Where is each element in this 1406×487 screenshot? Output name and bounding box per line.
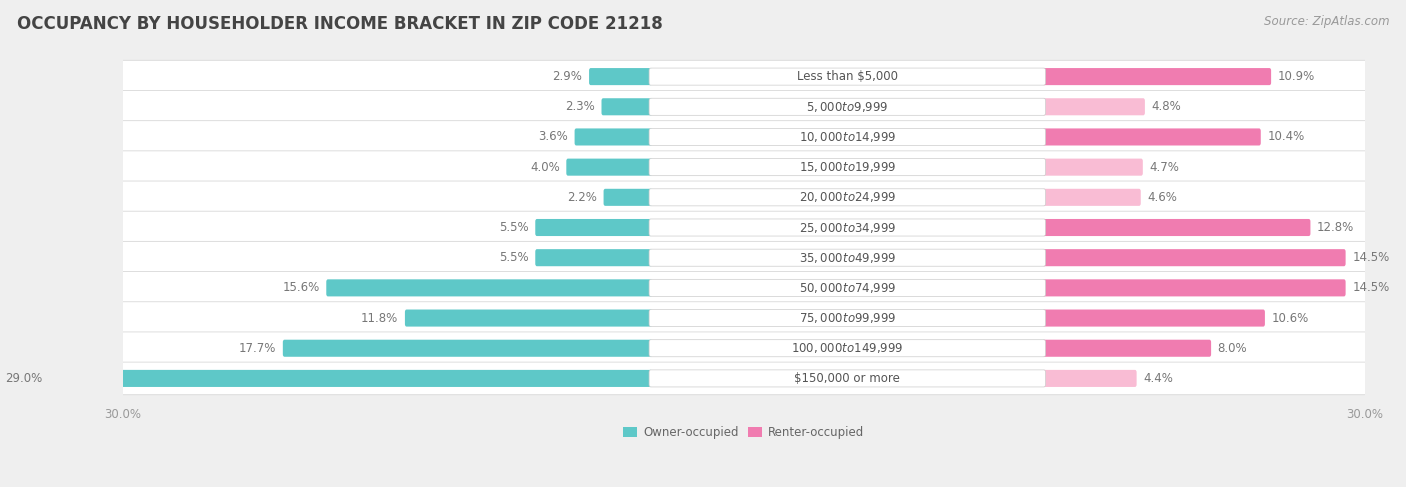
FancyBboxPatch shape xyxy=(603,189,652,206)
FancyBboxPatch shape xyxy=(1042,189,1140,206)
Text: Source: ZipAtlas.com: Source: ZipAtlas.com xyxy=(1264,15,1389,28)
Text: 10.4%: 10.4% xyxy=(1267,131,1305,144)
Text: $75,000 to $99,999: $75,000 to $99,999 xyxy=(799,311,896,325)
Text: 10.6%: 10.6% xyxy=(1271,312,1309,324)
Text: OCCUPANCY BY HOUSEHOLDER INCOME BRACKET IN ZIP CODE 21218: OCCUPANCY BY HOUSEHOLDER INCOME BRACKET … xyxy=(17,15,662,33)
FancyBboxPatch shape xyxy=(567,159,652,176)
FancyBboxPatch shape xyxy=(650,219,1046,236)
FancyBboxPatch shape xyxy=(1042,129,1261,146)
Text: 14.5%: 14.5% xyxy=(1353,281,1389,294)
FancyBboxPatch shape xyxy=(1042,340,1211,357)
FancyBboxPatch shape xyxy=(650,310,1046,327)
FancyBboxPatch shape xyxy=(120,181,1368,214)
FancyBboxPatch shape xyxy=(120,121,1368,153)
FancyBboxPatch shape xyxy=(405,310,652,327)
FancyBboxPatch shape xyxy=(1042,219,1310,236)
Text: 5.5%: 5.5% xyxy=(499,221,529,234)
FancyBboxPatch shape xyxy=(326,280,652,297)
Text: $25,000 to $34,999: $25,000 to $34,999 xyxy=(799,221,896,235)
Text: $100,000 to $149,999: $100,000 to $149,999 xyxy=(792,341,904,355)
Text: 5.5%: 5.5% xyxy=(499,251,529,264)
Text: 2.2%: 2.2% xyxy=(567,191,598,204)
Text: 3.6%: 3.6% xyxy=(538,131,568,144)
FancyBboxPatch shape xyxy=(120,151,1368,184)
Text: 14.5%: 14.5% xyxy=(1353,251,1389,264)
Text: 4.6%: 4.6% xyxy=(1147,191,1177,204)
FancyBboxPatch shape xyxy=(120,242,1368,274)
Text: 4.8%: 4.8% xyxy=(1152,100,1181,113)
FancyBboxPatch shape xyxy=(650,249,1046,266)
Text: 10.9%: 10.9% xyxy=(1278,70,1315,83)
Text: 4.0%: 4.0% xyxy=(530,161,560,174)
FancyBboxPatch shape xyxy=(120,60,1368,93)
FancyBboxPatch shape xyxy=(650,129,1046,146)
FancyBboxPatch shape xyxy=(1042,249,1346,266)
Text: 15.6%: 15.6% xyxy=(283,281,319,294)
Text: 2.9%: 2.9% xyxy=(553,70,582,83)
Text: $20,000 to $24,999: $20,000 to $24,999 xyxy=(799,190,896,205)
FancyBboxPatch shape xyxy=(650,370,1046,387)
Text: 12.8%: 12.8% xyxy=(1317,221,1354,234)
Text: 29.0%: 29.0% xyxy=(6,372,42,385)
FancyBboxPatch shape xyxy=(1042,310,1265,327)
FancyBboxPatch shape xyxy=(650,340,1046,357)
Text: $5,000 to $9,999: $5,000 to $9,999 xyxy=(806,100,889,114)
Text: $150,000 or more: $150,000 or more xyxy=(794,372,900,385)
Text: 11.8%: 11.8% xyxy=(361,312,398,324)
Text: $15,000 to $19,999: $15,000 to $19,999 xyxy=(799,160,896,174)
FancyBboxPatch shape xyxy=(1042,159,1143,176)
FancyBboxPatch shape xyxy=(589,68,652,85)
FancyBboxPatch shape xyxy=(120,332,1368,365)
FancyBboxPatch shape xyxy=(650,68,1046,85)
Text: 8.0%: 8.0% xyxy=(1218,342,1247,355)
Legend: Owner-occupied, Renter-occupied: Owner-occupied, Renter-occupied xyxy=(619,421,869,444)
FancyBboxPatch shape xyxy=(120,362,1368,395)
Text: 2.3%: 2.3% xyxy=(565,100,595,113)
FancyBboxPatch shape xyxy=(602,98,652,115)
FancyBboxPatch shape xyxy=(650,280,1046,297)
Text: Less than $5,000: Less than $5,000 xyxy=(797,70,898,83)
FancyBboxPatch shape xyxy=(650,189,1046,206)
FancyBboxPatch shape xyxy=(120,211,1368,244)
Text: $50,000 to $74,999: $50,000 to $74,999 xyxy=(799,281,896,295)
FancyBboxPatch shape xyxy=(283,340,652,357)
FancyBboxPatch shape xyxy=(120,91,1368,123)
Text: $10,000 to $14,999: $10,000 to $14,999 xyxy=(799,130,896,144)
FancyBboxPatch shape xyxy=(1042,68,1271,85)
Text: 4.4%: 4.4% xyxy=(1143,372,1173,385)
FancyBboxPatch shape xyxy=(536,219,652,236)
Text: 4.7%: 4.7% xyxy=(1150,161,1180,174)
FancyBboxPatch shape xyxy=(650,159,1046,176)
FancyBboxPatch shape xyxy=(120,302,1368,335)
FancyBboxPatch shape xyxy=(120,272,1368,304)
FancyBboxPatch shape xyxy=(536,249,652,266)
FancyBboxPatch shape xyxy=(650,98,1046,115)
FancyBboxPatch shape xyxy=(1042,370,1136,387)
FancyBboxPatch shape xyxy=(575,129,652,146)
FancyBboxPatch shape xyxy=(49,370,652,387)
FancyBboxPatch shape xyxy=(1042,280,1346,297)
Text: $35,000 to $49,999: $35,000 to $49,999 xyxy=(799,251,896,265)
FancyBboxPatch shape xyxy=(1042,98,1144,115)
Text: 17.7%: 17.7% xyxy=(239,342,276,355)
